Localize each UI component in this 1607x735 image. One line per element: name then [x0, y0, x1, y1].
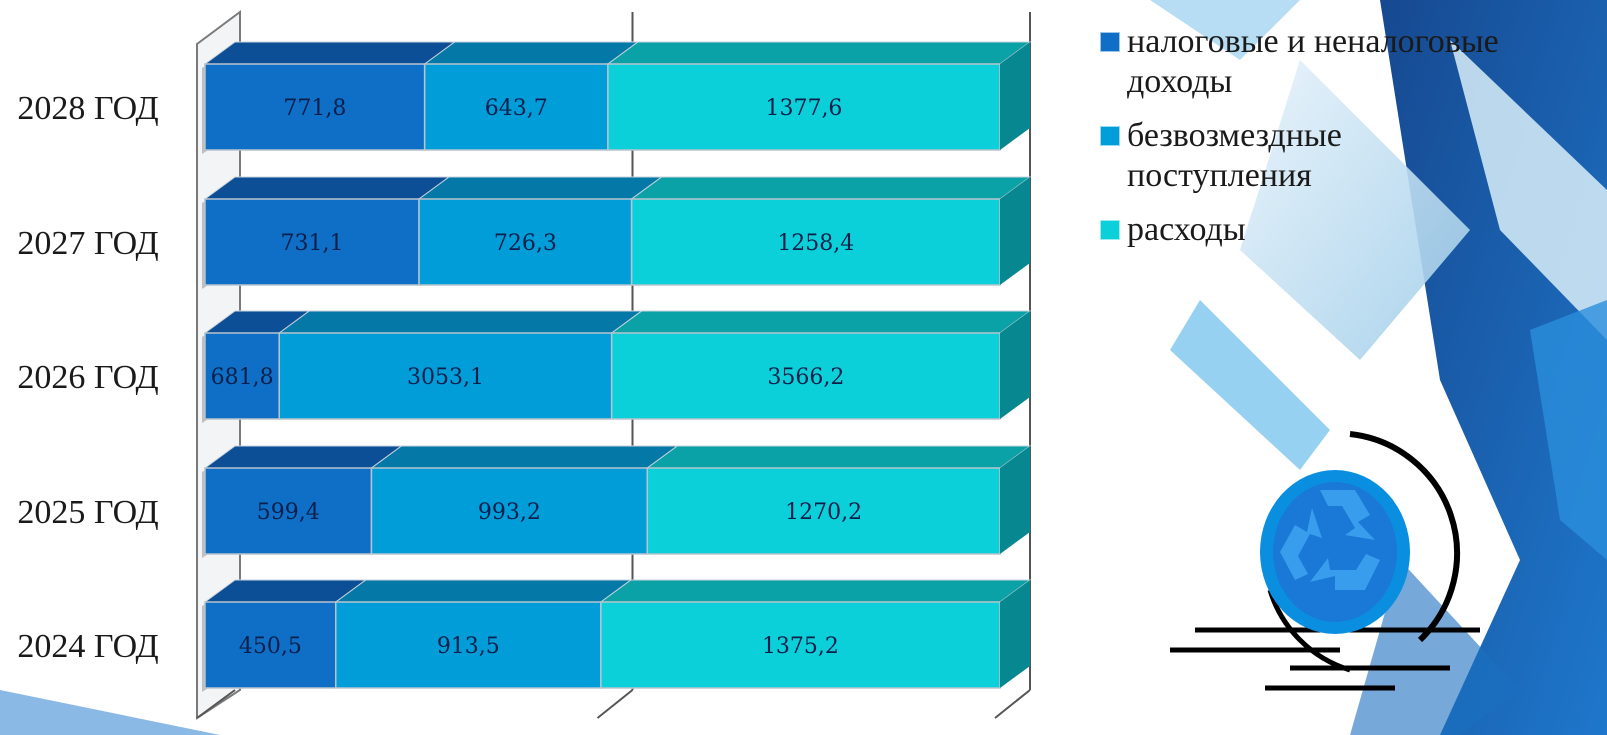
- category-label-4: 2028 ГОД: [17, 90, 158, 127]
- bar-1-2: [646, 467, 1001, 555]
- value-label-0-0: 450,5: [239, 634, 302, 659]
- value-label-2-1: 3053,1: [407, 365, 484, 390]
- category-labels: 2024 ГОД 2025 ГОД 2026 ГОД 2027 ГОД 2028 ГОД: [17, 90, 158, 665]
- legend: налоговые и неналоговые доходы безвозмез…: [1100, 22, 1600, 264]
- bar-3-1: [418, 198, 633, 286]
- value-label-3-2: 1258,4: [777, 231, 854, 256]
- legend-label-grants: безвозмездные поступления: [1127, 117, 1342, 194]
- legend-label-expenses: расходы: [1127, 211, 1246, 248]
- bar-top-1-2: [645, 445, 1032, 469]
- value-label-2-2: 3566,2: [767, 365, 844, 390]
- value-label-3-0: 731,1: [281, 231, 344, 256]
- bar-top-1-1: [369, 445, 679, 469]
- value-label-4-0: 771,8: [283, 96, 346, 121]
- bar-side-1: [1000, 446, 1030, 554]
- bar-area: 450,5 913,5 1375,2 599,4 993,2 1270,2 681,8 305…: [202, 41, 1032, 692]
- recycle-logo: [1170, 431, 1480, 691]
- floor-edge: [196, 689, 236, 719]
- bar-top-3-2: [630, 176, 1032, 200]
- legend-item-tax-income: налоговые и неналоговые доходы: [1100, 22, 1600, 102]
- category-label-0: 2024 ГОД: [17, 628, 158, 665]
- bar-top-2-2: [610, 310, 1032, 334]
- legend-swatch-grants: [1100, 126, 1120, 146]
- bar-top-4-2: [606, 41, 1032, 65]
- legend-swatch-tax-income: [1100, 32, 1120, 52]
- bar-side-2: [1000, 311, 1030, 419]
- gridline-floor-2: [994, 689, 1031, 719]
- value-label-1-0: 599,4: [257, 500, 320, 525]
- legend-item-grants: безвозмездные поступления: [1100, 116, 1600, 196]
- bar-side-4: [1000, 42, 1030, 150]
- bar-top-0-1: [334, 579, 633, 603]
- bar-top-4-0: [203, 41, 457, 65]
- bar-1-1: [370, 467, 649, 555]
- bar-2-1: [278, 332, 613, 420]
- bar-top-4-1: [423, 41, 640, 65]
- bar-top-2-1: [277, 310, 644, 334]
- category-label-2: 2026 ГОД: [17, 359, 158, 396]
- value-label-4-2: 1377,6: [765, 96, 842, 121]
- bar-4-1: [423, 63, 609, 151]
- bar-side-0: [1000, 580, 1030, 688]
- bar-0-0: [204, 601, 337, 689]
- bar-3-0: [204, 198, 420, 286]
- legend-item-expenses: расходы: [1100, 210, 1600, 250]
- value-label-4-1: 643,7: [485, 96, 548, 121]
- bar-2-2: [610, 332, 1001, 420]
- bar-side-3: [1000, 177, 1030, 285]
- bar-4-2: [607, 63, 1001, 151]
- category-label-3: 2027 ГОД: [17, 225, 158, 262]
- value-label-1-2: 1270,2: [785, 500, 862, 525]
- value-label-3-1: 726,3: [494, 231, 557, 256]
- bar-1-0: [204, 467, 373, 555]
- value-label-2-0: 681,8: [211, 365, 274, 390]
- value-label-0-2: 1375,2: [762, 634, 839, 659]
- bar-top-1-0: [203, 445, 403, 469]
- legend-swatch-expenses: [1100, 220, 1120, 240]
- bar-top-3-1: [417, 176, 664, 200]
- bar-top-3-0: [203, 176, 451, 200]
- bar-0-2: [600, 601, 1001, 689]
- bar-0-1: [334, 601, 602, 689]
- value-label-1-1: 993,2: [478, 500, 541, 525]
- bar-top-0-2: [599, 579, 1032, 603]
- bar-3-2: [630, 198, 1001, 286]
- gridline-floor-1: [596, 689, 634, 719]
- recycle-icon: [1280, 490, 1380, 590]
- legend-label-tax-income: налоговые и неналоговые доходы: [1127, 23, 1499, 100]
- category-label-1: 2025 ГОД: [17, 494, 158, 531]
- value-label-0-1: 913,5: [437, 634, 500, 659]
